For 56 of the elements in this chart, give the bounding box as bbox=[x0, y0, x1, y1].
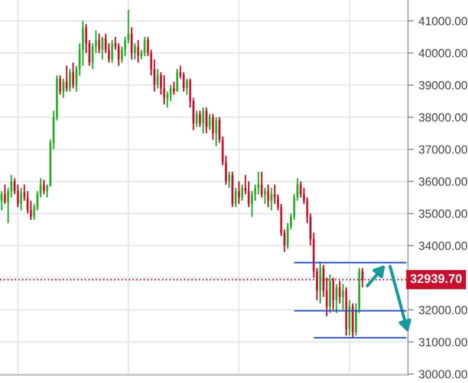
candlestick bbox=[228, 171, 230, 189]
y-tick-label: 31000.00 bbox=[418, 338, 468, 346]
candlestick bbox=[270, 187, 272, 211]
candlestick bbox=[208, 113, 211, 131]
y-tick-label: 40000.00 bbox=[418, 49, 468, 58]
candlestick bbox=[0, 190, 3, 211]
y-tick-label: 41000.00 bbox=[418, 16, 468, 26]
candlestick bbox=[196, 110, 198, 128]
candlestick bbox=[111, 39, 114, 64]
candlestick bbox=[66, 65, 68, 92]
candlestick bbox=[205, 106, 208, 134]
candlestick bbox=[274, 184, 276, 205]
ref-line-label: 32939.70 bbox=[410, 274, 462, 284]
candlestick bbox=[348, 300, 350, 336]
candlestick bbox=[319, 260, 322, 304]
candlestick bbox=[20, 187, 22, 211]
candlestick bbox=[264, 187, 266, 205]
candlestick bbox=[241, 184, 244, 202]
candlestick bbox=[172, 81, 175, 96]
candlestick bbox=[260, 171, 263, 198]
candlestick bbox=[144, 36, 146, 57]
candlestick bbox=[68, 68, 71, 92]
candlestick bbox=[42, 179, 45, 195]
candlestick bbox=[59, 74, 62, 96]
y-tick-label: 38000.00 bbox=[418, 113, 468, 122]
candlestick bbox=[238, 180, 240, 205]
candlestick bbox=[267, 184, 270, 208]
candlestick bbox=[176, 68, 178, 92]
candlestick bbox=[212, 113, 214, 140]
candlestick bbox=[300, 180, 302, 198]
y-tick-label: 36000.00 bbox=[418, 177, 468, 186]
candlestick bbox=[329, 274, 331, 314]
candlestick bbox=[342, 283, 344, 311]
candlestick bbox=[362, 267, 364, 288]
candlestick bbox=[163, 74, 166, 106]
y-tick-label: 34000.00 bbox=[418, 242, 468, 250]
y-tick-label: 35000.00 bbox=[418, 210, 468, 218]
candlestick bbox=[62, 78, 64, 99]
candlestick bbox=[198, 110, 201, 128]
y-tick-label: 32000.00 bbox=[418, 306, 468, 314]
candlestick bbox=[234, 187, 237, 208]
candlestick bbox=[186, 78, 188, 96]
candlestick bbox=[156, 68, 159, 89]
candlestick bbox=[72, 62, 74, 89]
y-tick-label: 30000.00 bbox=[418, 370, 468, 378]
candlestick bbox=[215, 116, 218, 147]
candlestick bbox=[336, 283, 338, 314]
candlestick bbox=[130, 26, 133, 60]
y-tick-label: 39000.00 bbox=[418, 81, 468, 90]
y-tick-label: 37000.00 bbox=[418, 145, 468, 154]
candlestick bbox=[4, 184, 6, 205]
candlestick bbox=[98, 33, 100, 54]
candlestick bbox=[101, 36, 104, 60]
candlestick bbox=[137, 39, 140, 64]
candlestick bbox=[202, 106, 204, 134]
candlestick bbox=[134, 42, 136, 60]
